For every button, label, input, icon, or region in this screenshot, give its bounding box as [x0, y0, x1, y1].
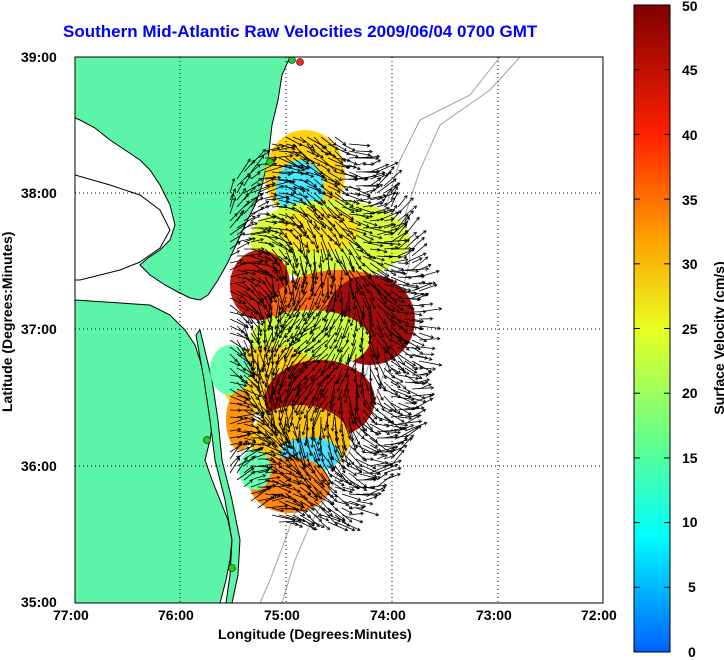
colorbar-tick-label: 5 [688, 579, 696, 595]
colorbar-tick-label: 35 [682, 192, 698, 208]
y-tick-label: 38:00 [21, 185, 57, 201]
colorbar-tick-label: 25 [682, 321, 698, 337]
y-tick-label: 39:00 [21, 49, 57, 65]
colorbar-tick-label: 50 [682, 0, 698, 14]
current-vector [398, 263, 408, 264]
station-offline-marker [297, 59, 304, 66]
colorbar-tick-label: 20 [682, 385, 698, 401]
current-vector [286, 270, 287, 281]
station-marker [229, 565, 236, 572]
station-marker [267, 159, 274, 166]
y-tick-label: 36:00 [21, 458, 57, 474]
colorbar-tick-label: 40 [682, 127, 698, 143]
colorbar-tick-label: 0 [688, 644, 696, 660]
x-tick-label: 76:00 [158, 607, 194, 623]
y-axis-label: Latitude (Degrees:Minutes) [0, 242, 15, 412]
station-marker [289, 57, 296, 64]
colorbar-tick-label: 15 [682, 450, 698, 466]
colorbar-tick-label: 45 [682, 62, 698, 78]
x-tick-label: 73:00 [476, 607, 512, 623]
current-vector [349, 291, 350, 312]
y-tick-label: 37:00 [21, 321, 57, 337]
x-tick-label: 75:00 [264, 607, 300, 623]
x-tick-label: 77:00 [53, 607, 89, 623]
colorbar-tick-label: 30 [682, 256, 698, 272]
y-tick-label: 35:00 [21, 594, 57, 610]
current-vector [293, 270, 294, 283]
colorbar-tick-label: 10 [682, 514, 698, 530]
station-marker [204, 437, 211, 444]
x-axis-label: Longitude (Degrees:Minutes) [218, 626, 412, 642]
x-tick-label: 74:00 [370, 607, 406, 623]
colorbar-label: Surface Velocity (cm/s) [711, 253, 724, 423]
x-tick-label: 72:00 [581, 607, 617, 623]
